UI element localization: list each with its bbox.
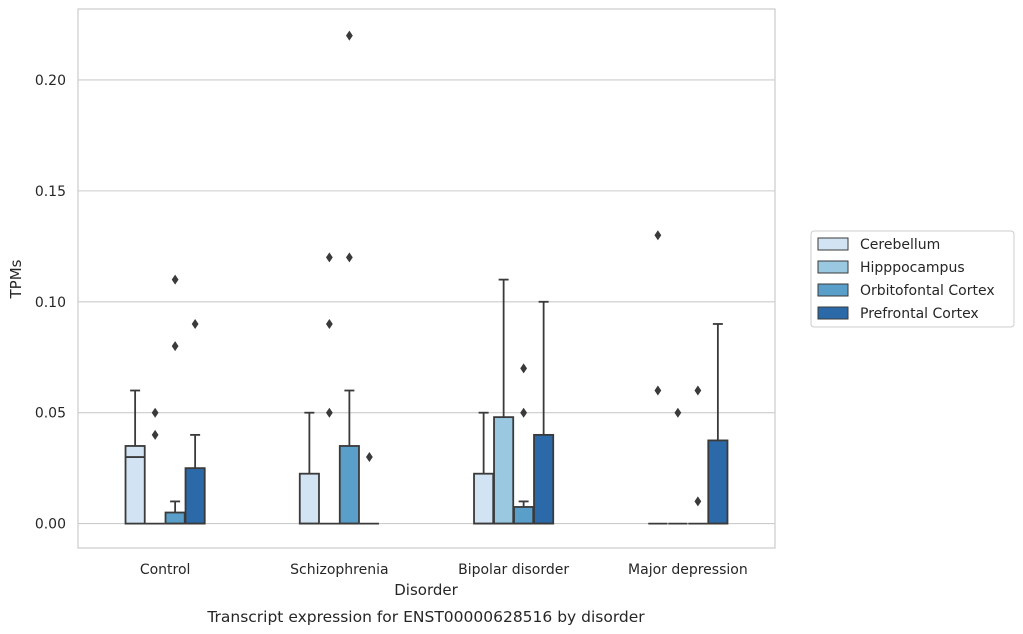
box-hipppocampus [668,407,688,525]
box-groups [124,30,729,525]
box [298,472,320,525]
plot-area-background [78,9,775,548]
box [338,445,360,525]
x-axis-label: Disorder [394,581,458,599]
outlier-point [325,318,333,329]
box-cerebellum [124,389,146,525]
box-hipppocampus [145,407,165,525]
y-axis-label: TPMs [7,259,25,299]
box-prefrontal-cortex [707,323,729,525]
legend-frame [810,230,1015,328]
box-orbitofontal-cortex [688,385,708,525]
box [707,439,729,525]
outlier-point [325,407,333,418]
box-prefrontal-cortex [184,318,206,525]
box-hipppocampus [319,252,339,525]
y-tick-label: 0.05 [35,406,66,422]
box-cerebellum [648,230,668,525]
outlier-point [654,385,662,396]
y-axis-ticks: 0.00 0.05 0.10 0.15 0.20 [35,73,66,533]
outlier-point [171,341,179,352]
outlier-point [694,496,702,507]
y-tick-label: 0.00 [35,517,66,533]
box [184,467,206,525]
outlier-point [325,252,333,263]
legend-swatch [817,237,849,251]
outlier-point [674,407,682,418]
legend-label: Prefrontal Cortex [860,306,979,322]
outlier-point [520,363,528,374]
box-hipppocampus [493,278,515,525]
outlier-point [520,407,528,418]
legend: Cerebellum Hipppocampus Orbitofontal Corte… [810,230,1015,328]
chart-caption: Transcript expression for ENST0000062851… [206,608,645,626]
outlier-point [365,452,373,463]
plot-frame [77,8,776,549]
box [513,506,535,525]
outlier-point [191,318,199,329]
outlier-point [151,407,159,418]
y-tick-label: 0.20 [35,73,66,89]
box-cerebellum [298,411,320,525]
legend-label: Hipppocampus [860,260,965,276]
x-axis-ticks: Control Schizophrenia Bipolar disorder Majo… [140,562,748,578]
box [124,445,146,525]
box-prefrontal-cortex [533,300,555,525]
legend-swatch [817,260,849,274]
outlier-point [171,274,179,285]
box [533,433,555,525]
box [493,416,515,525]
x-tick-label: Control [140,562,191,578]
x-tick-label: Schizophrenia [290,562,388,578]
outlier-point [151,429,159,440]
box [164,511,186,525]
legend-label: Orbitofontal Cortex [860,283,995,299]
outlier-point [654,230,662,241]
x-tick-label: Major depression [628,562,748,578]
legend-swatch [817,283,849,297]
y-tick-label: 0.15 [35,184,66,200]
box-prefrontal-cortex [359,452,379,525]
outlier-point [694,385,702,396]
outlier-point [345,30,353,41]
legend-swatch [817,306,849,320]
outlier-point [345,252,353,263]
box-orbitofontal-cortex [338,30,360,525]
box [473,472,495,525]
x-tick-label: Bipolar disorder [458,562,569,578]
y-tick-label: 0.10 [35,295,66,311]
legend-label: Cerebellum [860,237,940,253]
